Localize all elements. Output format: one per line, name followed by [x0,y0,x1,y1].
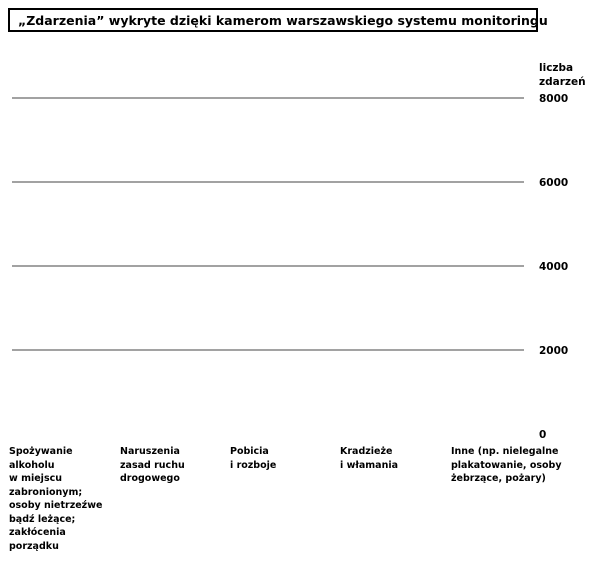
x-category-label-line: plakatowanie, osoby [451,459,562,471]
x-category-label-line: zasad ruchu [120,459,185,471]
x-category-label-line: Naruszenia [120,446,180,457]
x-category-label-line: i włamania [340,459,399,471]
y-tick-label: 2000 [539,345,568,357]
x-category-label-line: Pobicia [230,446,269,457]
x-category-label-line: Inne (np. nielegalne [451,446,559,457]
x-category-label-line: żebrzące, pożary) [451,473,546,484]
x-category-label: Inne (np. nielegalne plakatowanie, osoby ż… [451,445,562,486]
x-category-label-line: drogowego [120,473,180,484]
y-axis-label-line: liczba [539,62,574,74]
x-category-label-line: zakłócenia [9,527,66,538]
y-tick-label: 8000 [539,93,568,105]
y-axis-label-line: zdarzeń [539,76,586,88]
y-axis-label: liczba zdarzeń [539,61,587,89]
x-category-label-line: Kradzieże [340,446,393,457]
x-category-label: Pobicia i rozboje [230,445,330,472]
x-category-label-line: osoby nietrzeźwe [9,500,103,511]
x-category-label: Spożywanie alkoholu w miejscu zabronionym; o… [9,445,109,553]
y-tick-label: 6000 [539,177,568,189]
x-category-label-line: zabronionym; [9,486,83,498]
x-category-label-line: bądź leżące; [9,513,76,525]
x-category-label: Naruszenia zasad ruchu drogowego [120,445,220,486]
x-category-label-line: alkoholu [9,459,55,471]
x-category-label-line: porządku [9,540,59,552]
chart-title: „Zdarzenia” wykryte dzięki kamerom warsz… [8,8,548,32]
x-category-label-line: i rozboje [230,459,277,471]
x-category-label-line: w miejscu [9,473,62,484]
x-category-label: Kradzieże i włamania [340,445,440,472]
y-tick-label: 0 [539,429,546,441]
y-tick-label: 4000 [539,261,568,273]
x-category-label-line: Spożywanie [9,446,73,457]
